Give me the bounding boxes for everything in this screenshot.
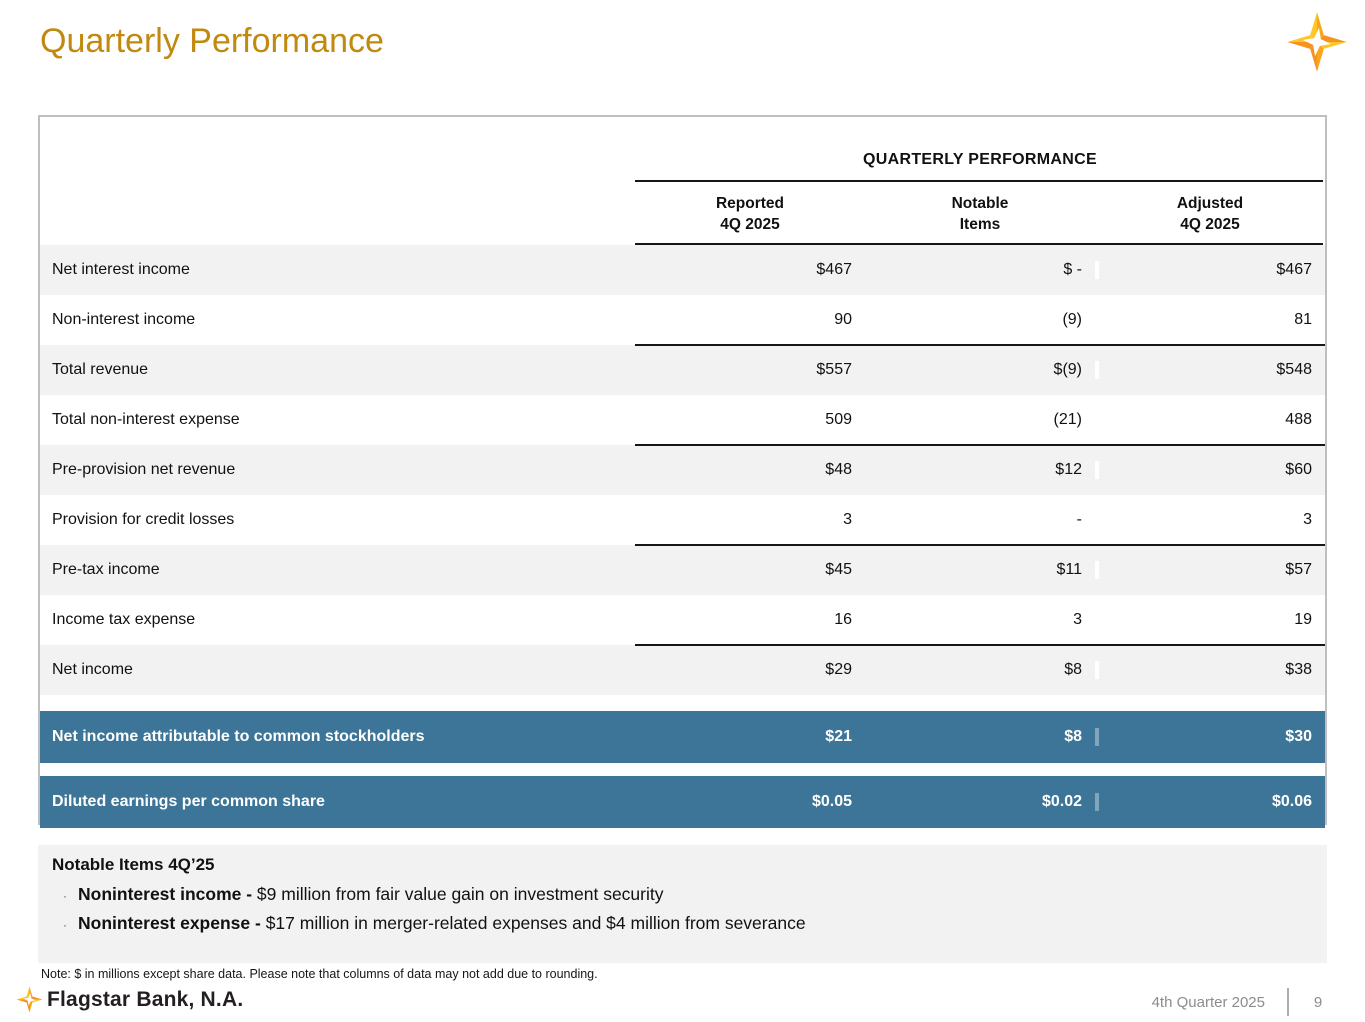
brand-lockup: Flagstar Bank, N.A.	[16, 986, 243, 1013]
highlight-row-net-income-common: Net income attributable to common stockh…	[40, 711, 1325, 763]
cell-reported: 3	[843, 511, 852, 528]
column-header-notable: Notable Items	[865, 193, 1095, 235]
slide-footer-right: 4th Quarter 2025 9	[1152, 988, 1325, 1016]
cell-adjusted: $467	[1095, 261, 1325, 279]
column-header-line: 4Q 2025	[720, 216, 780, 233]
cell-reported: $21	[825, 728, 852, 745]
table-row: Pre-tax income $45 $11 $57	[40, 544, 1325, 595]
header-rule-top	[635, 180, 1323, 182]
row-label: Diluted earnings per common share	[52, 793, 325, 810]
notable-items-heading: Notable Items 4Q’25	[52, 855, 215, 874]
cell-reported: $29	[825, 661, 852, 678]
row-label: Provision for credit losses	[52, 511, 235, 528]
quarterly-performance-table: QUARTERLY PERFORMANCE Reported 4Q 2025 N…	[38, 115, 1327, 828]
cell-notable: $12	[1055, 461, 1082, 478]
column-header-line: Items	[959, 216, 1001, 233]
notable-item: · Noninterest income - $9 million from f…	[52, 884, 1313, 905]
cell-adjusted: $60	[1095, 461, 1325, 479]
cell-notable: (9)	[1062, 311, 1082, 328]
row-spacer	[40, 763, 1325, 776]
column-header-line: 4Q 2025	[1180, 216, 1240, 233]
notable-item-text: $17 million in merger-related expenses a…	[265, 913, 806, 933]
brand-name: Flagstar Bank, N.A.	[47, 987, 244, 1011]
cell-adjusted: $30	[1095, 728, 1325, 746]
row-label: Net interest income	[52, 261, 190, 278]
table-header: QUARTERLY PERFORMANCE Reported 4Q 2025 N…	[40, 117, 1325, 245]
notable-item-text: $9 million from fair value gain on inves…	[256, 884, 664, 904]
cell-reported: 90	[834, 311, 852, 328]
table-section-title: QUARTERLY PERFORMANCE	[863, 151, 1097, 168]
cell-adjusted: 488	[1095, 411, 1325, 429]
cell-reported: $48	[825, 461, 852, 478]
notable-item-label: Noninterest income -	[78, 884, 257, 904]
row-label: Net income	[52, 661, 133, 678]
cell-adjusted: 3	[1095, 511, 1325, 529]
notable-item-label: Noninterest expense -	[78, 913, 266, 933]
cell-notable: $ -	[1063, 261, 1082, 278]
column-header-line: Notable	[951, 195, 1009, 212]
cell-reported: 16	[834, 611, 852, 628]
table-row: Income tax expense 16 3 19	[40, 595, 1325, 645]
cell-adjusted: $38	[1095, 661, 1325, 679]
cell-notable: 3	[1073, 611, 1082, 628]
cell-notable: -	[1076, 511, 1082, 528]
column-headers: Reported 4Q 2025 Notable Items Adjusted …	[635, 193, 1325, 235]
column-header-reported: Reported 4Q 2025	[635, 193, 865, 235]
highlight-row-diluted-eps: Diluted earnings per common share $0.05 …	[40, 776, 1325, 828]
cell-notable: $11	[1056, 561, 1082, 578]
cell-adjusted: 81	[1095, 311, 1325, 329]
cell-reported: $0.05	[811, 793, 852, 810]
cell-notable: $0.02	[1041, 793, 1082, 810]
row-label: Total non-interest expense	[52, 411, 240, 428]
cell-notable: $(9)	[1053, 361, 1082, 378]
cell-reported: $557	[816, 361, 852, 378]
table-row: Provision for credit losses 3 - 3	[40, 495, 1325, 545]
cell-notable: (21)	[1053, 411, 1082, 428]
cell-notable: $8	[1064, 728, 1082, 745]
table-row: Total revenue $557 $(9) $548	[40, 344, 1325, 395]
cell-adjusted: $0.06	[1095, 793, 1325, 811]
cell-reported: 509	[825, 411, 852, 428]
row-label: Total revenue	[52, 361, 149, 378]
flagstar-star-icon	[1287, 12, 1347, 72]
table-row: Total non-interest expense 509 (21) 488	[40, 395, 1325, 445]
column-header-adjusted: Adjusted 4Q 2025	[1095, 193, 1325, 235]
table-row: Pre-provision net revenue $48 $12 $60	[40, 444, 1325, 495]
row-label: Income tax expense	[52, 611, 196, 628]
page-number: 9	[1313, 993, 1323, 1011]
cell-adjusted: $57	[1095, 561, 1325, 579]
cell-adjusted: $548	[1095, 361, 1325, 379]
table-row: Net income $29 $8 $38	[40, 644, 1325, 695]
cell-notable: $8	[1064, 661, 1082, 678]
cell-reported: $467	[816, 261, 852, 278]
table-row: Net interest income $467 $ - $467	[40, 245, 1325, 295]
bullet-icon: ·	[63, 918, 67, 932]
cell-reported: $45	[825, 561, 852, 578]
cell-adjusted: 19	[1095, 611, 1325, 629]
row-spacer	[40, 695, 1325, 711]
footnote: Note: $ in millions except share data. P…	[41, 967, 598, 981]
row-label: Pre-provision net revenue	[52, 461, 236, 478]
table-row: Non-interest income 90 (9) 81	[40, 295, 1325, 345]
footer-divider	[1287, 988, 1289, 1016]
flagstar-star-icon	[16, 986, 43, 1013]
notable-items-panel: Notable Items 4Q’25 · Noninterest income…	[38, 845, 1327, 963]
page-title: Quarterly Performance	[40, 22, 384, 60]
notable-item: · Noninterest expense - $17 million in m…	[52, 913, 1313, 934]
row-label: Net income attributable to common stockh…	[52, 728, 425, 745]
header-rule-bottom	[635, 243, 1323, 245]
row-label: Non-interest income	[52, 311, 196, 328]
footer-period: 4th Quarter 2025	[1151, 993, 1265, 1011]
column-header-line: Reported	[715, 195, 785, 212]
column-header-line: Adjusted	[1176, 195, 1244, 212]
bullet-icon: ·	[63, 889, 67, 903]
row-label: Pre-tax income	[52, 561, 160, 578]
